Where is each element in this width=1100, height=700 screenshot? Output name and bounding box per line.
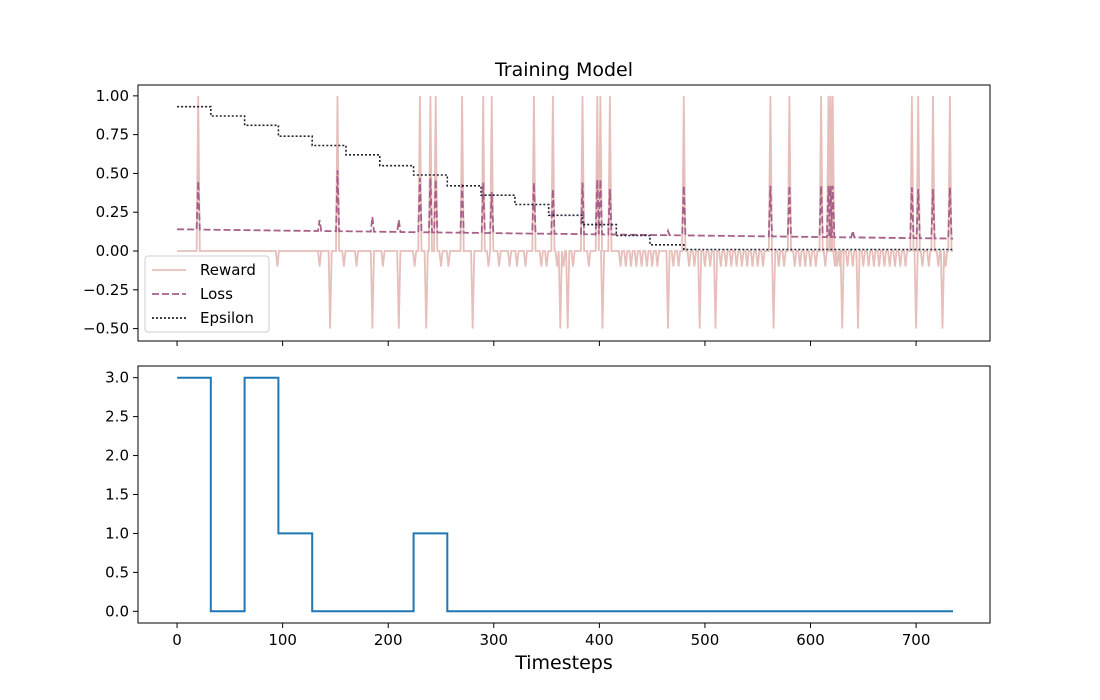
top-y-tick-label: 0.75 [96,126,129,144]
top-y-tick-label: −0.50 [83,320,129,338]
bottom-y-tick-label: 0.0 [105,602,129,620]
top-plot-frame [137,84,991,342]
top-y-tick-label: 0.25 [96,203,129,221]
top-axes: 1.00 0.75 0.50 0.25 0.00 −0.25 −0.50 [83,84,991,346]
top-series-layer [177,95,953,329]
bottom-y-tick-label: 1.5 [105,486,129,504]
bottom-axes: 0 100 200 300 400 500 600 700 0.0 0.5 1.0 1.5 2.0 2.5… [105,365,991,649]
bottom-x-tick-label: 0 [172,631,182,649]
bottom-x-tick-label: 400 [585,631,614,649]
action-chart: 0 100 200 300 400 500 600 700 0.0 0.5 1.0 1.5 2.0 2.5… [105,365,991,674]
legend-label-reward: Reward [200,261,256,279]
legend: Reward Loss Epsilon [144,255,270,333]
legend-label-loss: Loss [200,285,233,303]
bottom-y-tick-label: 2.0 [105,447,129,465]
training-model-chart: Training Model 1.00 0.75 0.50 0.25 0.00 −0.25… [83,59,991,346]
bottom-x-tick-label: 100 [268,631,297,649]
loss-line [177,170,953,240]
action-line [177,376,953,613]
bottom-y-tick-label: 0.5 [105,563,129,581]
bottom-x-tick-label: 700 [902,631,931,649]
bottom-series-layer [177,376,953,613]
bottom-x-tick-label: 200 [374,631,403,649]
legend-label-epsilon: Epsilon [200,309,254,327]
top-y-tick-label: 0.00 [96,242,129,260]
bottom-x-tick-label: 300 [479,631,508,649]
bottom-y-tick-label: 2.5 [105,408,129,426]
bottom-x-tick-label: 500 [691,631,720,649]
bottom-y-tick-label: 3.0 [105,369,129,387]
reward-line [177,95,953,329]
bottom-y-tick-label: 1.0 [105,524,129,542]
epsilon-line [177,105,953,251]
top-y-tick-label: 0.50 [96,164,129,182]
chart-title: Training Model [494,59,633,81]
x-axis-label: Timesteps [514,652,613,674]
top-y-tick-label: 1.00 [96,87,129,105]
legend-box [144,255,270,333]
bottom-x-tick-label: 600 [796,631,825,649]
top-y-tick-label: −0.25 [83,281,129,299]
